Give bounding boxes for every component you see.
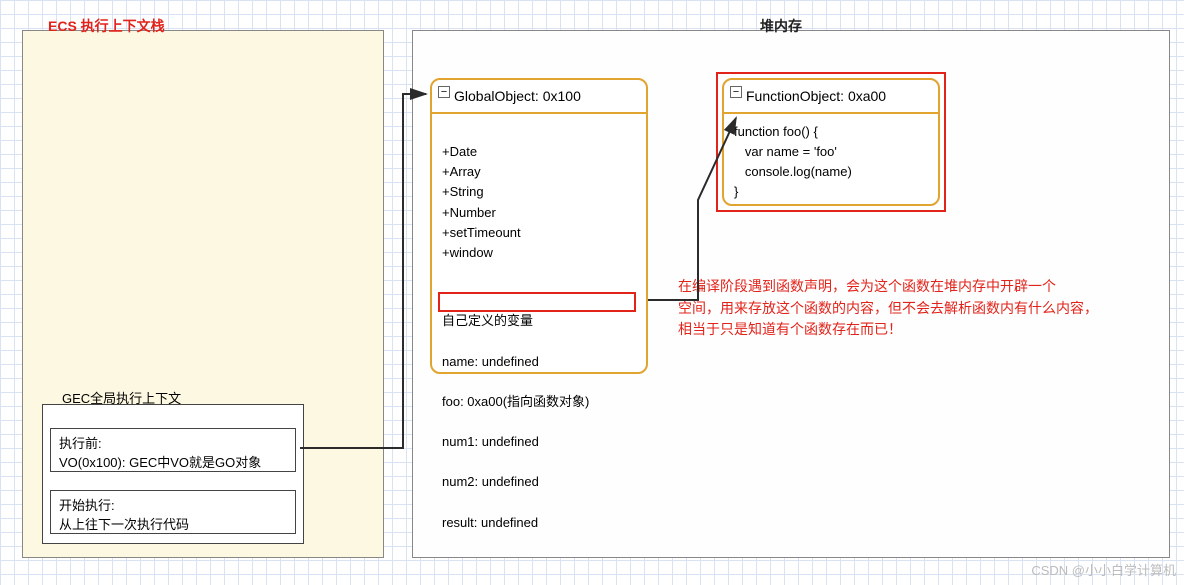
global-object-box: − GlobalObject: 0x100 +Date +Array +Stri… (430, 78, 648, 374)
gec-start-box: 开始执行: 从上往下一次执行代码 (50, 490, 296, 534)
heap-title: 堆内存 (760, 16, 802, 36)
gec-before-box: 执行前: VO(0x100): GEC中VO就是GO对象 (50, 428, 296, 472)
global-object-row: name: undefined (442, 352, 636, 372)
global-object-builtins: +Date +Array +String +Number +setTimeoun… (442, 142, 636, 263)
collapse-icon: − (438, 86, 450, 98)
global-object-row: num2: undefined (442, 472, 636, 492)
gec-start-label: 开始执行: (59, 497, 287, 516)
function-object-header: − FunctionObject: 0xa00 (724, 80, 938, 114)
gec-before-line: VO(0x100): GEC中VO就是GO对象 (59, 454, 287, 473)
gec-before-label: 执行前: (59, 435, 287, 454)
function-object-box: − FunctionObject: 0xa00 function foo() {… (722, 78, 940, 206)
global-object-custom-label: 自己定义的变量 (442, 311, 636, 331)
global-object-row: foo: 0xa00(指向函数对象) (442, 392, 636, 412)
global-object-title: GlobalObject: 0x100 (454, 88, 581, 104)
watermark: CSDN @小小白学计算机 (1031, 560, 1176, 579)
ecs-title: ECS 执行上下文栈 (48, 16, 165, 36)
global-object-row: result: undefined (442, 513, 636, 533)
global-object-body: +Date +Array +String +Number +setTimeoun… (432, 114, 646, 561)
function-object-body: function foo() { var name = 'foo' consol… (724, 114, 938, 211)
gec-title: GEC全局执行上下文 (62, 388, 181, 407)
collapse-icon: − (730, 86, 742, 98)
annotation-line: 相当于只是知道有个函数存在而已！ (678, 319, 1178, 341)
gec-start-line: 从上往下一次执行代码 (59, 516, 287, 535)
annotation-line: 在编译阶段遇到函数声明，会为这个函数在堆内存中开辟一个 (678, 276, 1178, 298)
global-object-row: num1: undefined (442, 432, 636, 452)
function-object-title: FunctionObject: 0xa00 (746, 88, 886, 104)
global-object-header: − GlobalObject: 0x100 (432, 80, 646, 114)
annotation-text: 在编译阶段遇到函数声明，会为这个函数在堆内存中开辟一个 空间，用来存放这个函数的… (678, 276, 1178, 341)
annotation-line: 空间，用来存放这个函数的内容，但不会去解析函数内有什么内容， (678, 298, 1178, 320)
